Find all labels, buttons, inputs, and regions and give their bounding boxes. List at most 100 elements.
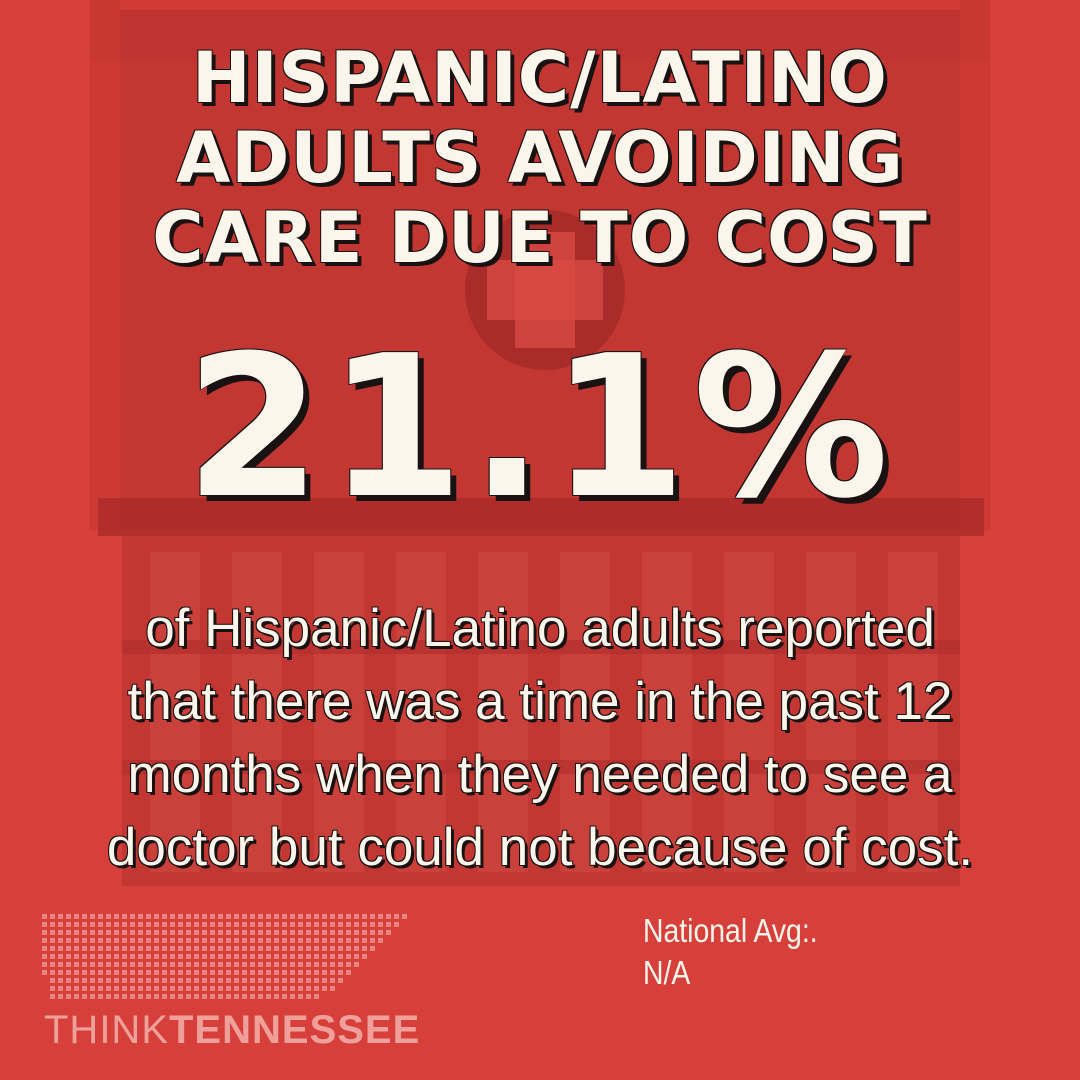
logo-dot xyxy=(266,938,271,943)
logo-dot xyxy=(42,922,47,927)
logo-dot xyxy=(138,970,143,975)
logo-dot xyxy=(66,954,71,959)
logo-dot xyxy=(162,954,167,959)
logo-dot xyxy=(218,938,223,943)
logo-dot xyxy=(114,946,119,951)
logo-dot xyxy=(162,962,167,967)
logo-dot xyxy=(170,930,175,935)
logo-dot xyxy=(90,922,95,927)
logo-dot xyxy=(74,930,79,935)
logo-dot xyxy=(154,922,159,927)
logo-dot xyxy=(234,978,239,983)
logo-dot xyxy=(82,986,87,991)
logo-dot xyxy=(82,994,87,999)
logo-dot xyxy=(330,930,335,935)
logo-dot xyxy=(258,954,263,959)
logo-dot xyxy=(90,970,95,975)
logo-dot xyxy=(90,962,95,967)
logo-dot xyxy=(258,986,263,991)
logo-dot xyxy=(106,930,111,935)
logo-dot xyxy=(250,938,255,943)
headline-line: CARE DUE TO COST xyxy=(152,197,928,279)
logo-dot xyxy=(306,914,311,919)
logo-dot xyxy=(58,970,63,975)
logo-dot xyxy=(250,994,255,999)
logo-dot xyxy=(322,978,327,983)
logo-dot xyxy=(58,994,63,999)
logo-dot xyxy=(194,970,199,975)
logo-dot xyxy=(250,986,255,991)
logo-dot xyxy=(378,914,383,919)
logo-dot xyxy=(338,922,343,927)
logo-dot xyxy=(258,946,263,951)
logo-dot xyxy=(274,994,279,999)
logo-dot xyxy=(130,946,135,951)
logo-dot xyxy=(330,970,335,975)
logo-dot xyxy=(138,914,143,919)
logo-dot xyxy=(202,914,207,919)
logo-dot xyxy=(218,978,223,983)
headline-line: ADULTS AVOIDING xyxy=(176,117,904,199)
logo-dot xyxy=(178,970,183,975)
logo-dot xyxy=(50,914,55,919)
logo-dot xyxy=(50,970,55,975)
logo-dot xyxy=(66,914,71,919)
logo-dot xyxy=(354,962,359,967)
logo-dot xyxy=(346,954,351,959)
logo-dot xyxy=(114,930,119,935)
logo-dot xyxy=(226,986,231,991)
description: of Hispanic/Latino adults reported that … xyxy=(30,592,1050,884)
logo-dot xyxy=(82,946,87,951)
logo-dot xyxy=(66,938,71,943)
logo-dot xyxy=(122,930,127,935)
logo-dot xyxy=(50,946,55,951)
logo-dot xyxy=(194,994,199,999)
logo-dot xyxy=(138,954,143,959)
logo-dot xyxy=(338,962,343,967)
logo-dot xyxy=(178,962,183,967)
logo-dot xyxy=(210,922,215,927)
logo-dot xyxy=(362,922,367,927)
logo-dot xyxy=(282,994,287,999)
logo-dot xyxy=(282,978,287,983)
logo-dot xyxy=(74,914,79,919)
logo-dot xyxy=(74,994,79,999)
logo-dot xyxy=(122,922,127,927)
logo-dot xyxy=(98,986,103,991)
logo-dot xyxy=(178,986,183,991)
logo-dot xyxy=(98,994,103,999)
logo-dot xyxy=(114,986,119,991)
logo-dot xyxy=(146,946,151,951)
logo-dot xyxy=(218,914,223,919)
logo-dot xyxy=(234,954,239,959)
logo-dot xyxy=(322,970,327,975)
logo-dot xyxy=(186,922,191,927)
logo-dot xyxy=(90,986,95,991)
description-line: doctor but could not because of cost. xyxy=(106,818,974,877)
logo-dot xyxy=(226,954,231,959)
logo-dot xyxy=(322,946,327,951)
logo-dot xyxy=(218,962,223,967)
logo-dot xyxy=(210,962,215,967)
logo-dot xyxy=(234,946,239,951)
logo-dot xyxy=(82,914,87,919)
logo-dot xyxy=(314,914,319,919)
logo-dot xyxy=(322,922,327,927)
logo-dot xyxy=(266,978,271,983)
logo-dot xyxy=(314,954,319,959)
logo-dot xyxy=(210,946,215,951)
logo-dot xyxy=(74,922,79,927)
logo-dot xyxy=(82,962,87,967)
logo-dot xyxy=(122,978,127,983)
logo-dot xyxy=(218,994,223,999)
logo-dot xyxy=(210,938,215,943)
logo-dot xyxy=(346,938,351,943)
logo-dot xyxy=(58,914,63,919)
logo-dot xyxy=(218,954,223,959)
logo-dot xyxy=(210,930,215,935)
logo-dot xyxy=(114,962,119,967)
logo-dot xyxy=(298,994,303,999)
logo-dot xyxy=(130,954,135,959)
logo-dot xyxy=(154,954,159,959)
logo-dot xyxy=(306,954,311,959)
